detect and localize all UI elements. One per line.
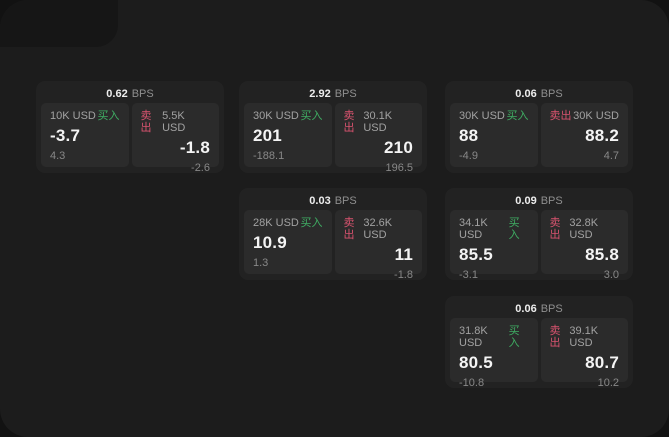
quote-card-1: 0.62 BPS 10K USD 买入 -3.7 4.3 卖出 5.5K USD…	[36, 81, 224, 174]
sell-delta: 4.7	[603, 150, 619, 162]
sell-amount: 30.1K USD	[363, 110, 393, 134]
quote-card-3: 0.06 BPS 30K USD 买入 88 -4.9 卖出 30K USD 8…	[445, 81, 633, 173]
buy-delta: -188.1	[253, 150, 285, 162]
buy-panel[interactable]: 30K USD 买入 88 -4.9	[450, 103, 538, 167]
sell-panel[interactable]: 卖出 30.1K USD 210 196.5	[334, 103, 422, 174]
sell-delta: -2.6	[191, 162, 210, 174]
buy-delta: 4.3	[50, 150, 66, 162]
buy-panel[interactable]: 30K USD 买入 201 -188.1	[244, 103, 332, 167]
bps-suffix-label: BPS	[540, 195, 563, 207]
buy-price: 80.5	[459, 353, 493, 372]
sell-delta: 3.0	[603, 269, 619, 281]
sell-panel[interactable]: 卖出 32.8K USD 85.8 3.0	[540, 210, 628, 281]
card-bps-header: 0.06 BPS	[450, 85, 628, 103]
sell-amount: 39.1K USD	[569, 325, 599, 349]
buy-panel[interactable]: 31.8K USD 买入 80.5 -10.8	[450, 318, 538, 389]
sell-price: 11	[394, 245, 413, 264]
sell-delta: -1.8	[394, 269, 413, 281]
bps-suffix-label: BPS	[540, 88, 563, 100]
buy-price: 88	[459, 126, 479, 145]
quote-card-4: 0.03 BPS 28K USD 买入 10.9 1.3 卖出 32.6K US…	[239, 188, 427, 281]
bps-value: 0.03	[309, 195, 331, 207]
sell-label: 卖出	[140, 110, 152, 134]
sell-label: 卖出	[549, 325, 561, 349]
buy-label: 买入	[97, 110, 120, 122]
top-left-corner-overlay	[0, 0, 118, 47]
buy-delta: 1.3	[253, 257, 269, 269]
sell-label: 卖出	[549, 217, 561, 241]
buy-delta: -10.8	[459, 377, 485, 389]
sell-amount: 32.8K USD	[569, 217, 599, 241]
quote-card-2: 2.92 BPS 30K USD 买入 201 -188.1 卖出 30.1K …	[239, 81, 427, 174]
buy-label: 买入	[508, 217, 520, 241]
card-bps-header: 2.92 BPS	[244, 85, 422, 103]
sell-price: -1.8	[179, 138, 210, 157]
sell-amount: 5.5K USD	[162, 110, 186, 134]
sell-panel[interactable]: 卖出 5.5K USD -1.8 -2.6	[131, 103, 219, 174]
sell-price: 85.8	[585, 245, 619, 264]
buy-price: 10.9	[253, 233, 287, 252]
card-bps-header: 0.03 BPS	[244, 192, 422, 210]
buy-amount: 30K USD	[459, 110, 505, 122]
buy-price: -3.7	[50, 126, 81, 145]
buy-label: 买入	[300, 217, 323, 229]
sell-amount: 32.6K USD	[363, 217, 393, 241]
sell-delta: 10.2	[597, 377, 619, 389]
quote-card-5: 0.09 BPS 34.1K USD 买入 85.5 -3.1 卖出 32.8K…	[445, 188, 633, 281]
bps-suffix-label: BPS	[131, 88, 154, 100]
bps-value: 0.06	[515, 303, 537, 315]
card-bps-header: 0.62 BPS	[41, 85, 219, 103]
buy-amount: 28K USD	[253, 217, 299, 229]
buy-price: 201	[253, 126, 282, 145]
sell-amount: 30K USD	[573, 110, 619, 122]
sell-price: 210	[384, 138, 413, 157]
sell-panel[interactable]: 卖出 39.1K USD 80.7 10.2	[540, 318, 628, 389]
buy-panel[interactable]: 10K USD 买入 -3.7 4.3	[41, 103, 129, 167]
buy-amount: 34.1K USD	[459, 217, 488, 241]
buy-price: 85.5	[459, 245, 493, 264]
buy-label: 买入	[506, 110, 529, 122]
buy-delta: -3.1	[459, 269, 478, 281]
quote-card-6: 0.06 BPS 31.8K USD 买入 80.5 -10.8 卖出 39.1…	[445, 296, 633, 389]
sell-panel[interactable]: 卖出 32.6K USD 11 -1.8	[334, 210, 422, 281]
card-bps-header: 0.06 BPS	[450, 300, 628, 318]
buy-panel[interactable]: 34.1K USD 买入 85.5 -3.1	[450, 210, 538, 281]
bps-value: 2.92	[309, 88, 331, 100]
buy-delta: -4.9	[459, 150, 478, 162]
sell-panel[interactable]: 卖出 30K USD 88.2 4.7	[540, 103, 628, 167]
bps-value: 0.09	[515, 195, 537, 207]
sell-label: 卖出	[343, 110, 355, 134]
buy-label: 买入	[300, 110, 323, 122]
sell-delta: 196.5	[385, 162, 413, 174]
bps-suffix-label: BPS	[334, 195, 357, 207]
bps-suffix-label: BPS	[540, 303, 563, 315]
buy-amount: 10K USD	[50, 110, 96, 122]
buy-amount: 30K USD	[253, 110, 299, 122]
sell-price: 80.7	[585, 353, 619, 372]
sell-label: 卖出	[343, 217, 355, 241]
card-bps-header: 0.09 BPS	[450, 192, 628, 210]
sell-label: 卖出	[549, 110, 572, 122]
bps-suffix-label: BPS	[334, 88, 357, 100]
sell-price: 88.2	[585, 126, 619, 145]
bps-value: 0.06	[515, 88, 537, 100]
buy-label: 买入	[508, 325, 520, 349]
bps-value: 0.62	[106, 88, 128, 100]
buy-panel[interactable]: 28K USD 买入 10.9 1.3	[244, 210, 332, 274]
buy-amount: 31.8K USD	[459, 325, 488, 349]
